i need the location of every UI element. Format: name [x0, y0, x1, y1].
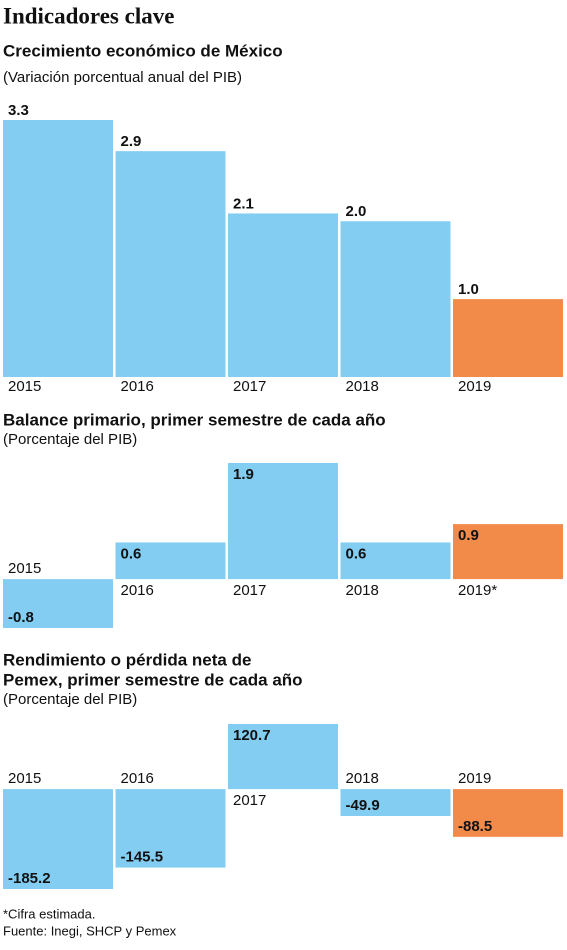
category-label: 2015: [8, 770, 41, 787]
chart-title: Balance primario, primer semestre de cad…: [3, 410, 386, 429]
bar: [115, 789, 226, 868]
chart-title: Pemex, primer semestre de cada año: [3, 670, 303, 689]
chart-subtitle: (Porcentaje del PIB): [3, 431, 137, 448]
category-label: 2016: [121, 582, 154, 599]
chart-subtitle: (Variación porcentual anual del PIB): [3, 69, 242, 86]
footnote: Fuente: Inegi, SHCP y Pemex: [3, 923, 177, 938]
value-label: -145.5: [121, 849, 164, 866]
value-label: 0.6: [121, 545, 142, 562]
bar: [228, 724, 338, 790]
bar: [228, 213, 338, 377]
category-label: 2015: [8, 560, 41, 577]
value-label: 2.0: [346, 203, 367, 220]
value-label: -0.8: [8, 609, 34, 626]
category-label: 2019: [458, 378, 491, 395]
value-label: 3.3: [8, 102, 29, 119]
bar: [453, 299, 563, 377]
category-label: 2017: [233, 792, 266, 809]
bar: [115, 542, 226, 580]
chart-title: Rendimiento o pérdida neta de: [3, 650, 251, 669]
category-label: 2017: [233, 378, 266, 395]
bar: [3, 120, 113, 377]
value-label: 0.9: [458, 527, 479, 544]
bar: [453, 789, 563, 837]
category-label: 2015: [8, 378, 41, 395]
category-label: 2018: [346, 582, 379, 599]
bar: [340, 789, 451, 817]
value-label: -49.9: [346, 797, 380, 814]
value-label: 1.0: [458, 281, 479, 298]
bar: [340, 221, 451, 377]
bar: [340, 542, 451, 580]
bar: [228, 463, 338, 580]
value-label: 120.7: [233, 727, 271, 744]
bar: [115, 151, 226, 377]
bar: [453, 524, 563, 580]
category-label: 2017: [233, 582, 266, 599]
page-title: Indicadores clave: [3, 3, 174, 28]
category-label: 2019: [458, 770, 491, 787]
value-label: 1.9: [233, 466, 254, 483]
category-label: 2018: [346, 378, 379, 395]
value-label: -88.5: [458, 818, 492, 835]
value-label: 2.1: [233, 195, 254, 212]
chart-subtitle: (Porcentaje del PIB): [3, 691, 137, 708]
value-label: -185.2: [8, 870, 51, 887]
bar: [3, 789, 113, 889]
footnote: *Cifra estimada.: [3, 906, 95, 921]
value-label: 2.9: [121, 133, 142, 150]
category-label: 2019*: [458, 582, 497, 599]
category-label: 2016: [121, 378, 154, 395]
value-label: 0.6: [346, 545, 367, 562]
bar: [3, 579, 113, 628]
category-label: 2016: [121, 770, 154, 787]
chart-title: Crecimiento económico de México: [3, 41, 283, 60]
category-label: 2018: [346, 770, 379, 787]
